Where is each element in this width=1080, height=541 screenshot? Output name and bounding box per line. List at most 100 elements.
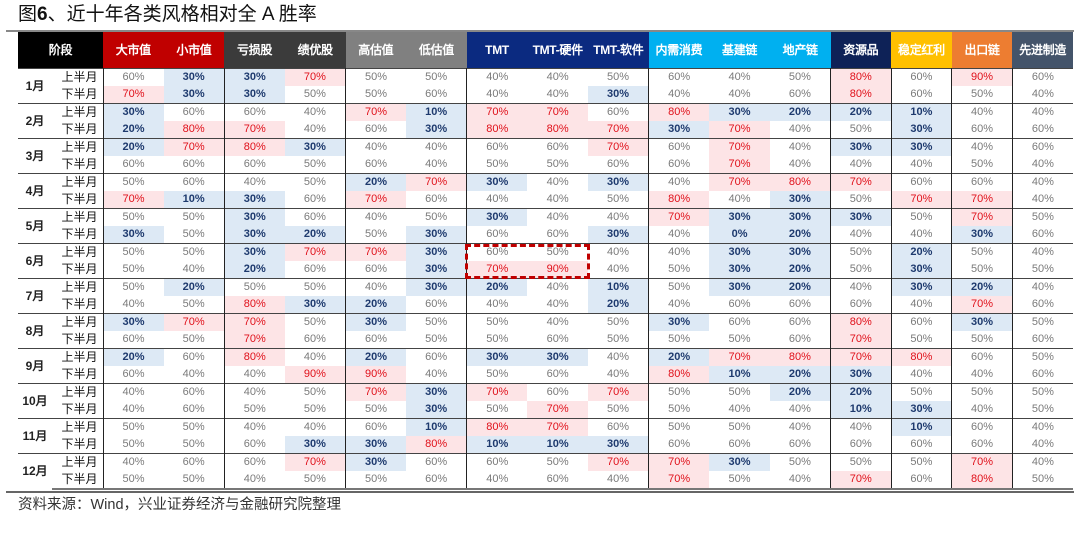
win-rate-cell: 20% [345,296,407,314]
win-rate-cell: 60% [1012,138,1073,156]
half-month-label: 下半月 [52,86,104,104]
win-rate-cell: 40% [830,418,892,436]
win-rate-cell: 80% [163,121,225,139]
win-rate-cell: 70% [709,138,770,156]
win-rate-cell: 70% [951,296,1013,314]
win-rate-cell: 40% [486,88,509,100]
win-rate-cell: 20% [648,348,710,366]
win-rate-cell: 20% [163,278,225,296]
source-note: 资料来源：Wind，兴业证券经济与金融研究院整理 [18,496,342,513]
win-rate-cell: 80% [769,348,831,366]
win-rate-cell: 40% [122,298,145,310]
win-rate-cell: 10% [891,103,953,121]
win-rate-cell: 40% [224,383,285,401]
table-row: 下半月 70% 30% 30% 50% 50% 60% 40% 40% 30% 40% 40% 60% 8… [18,86,1073,104]
half-month-label: 上半月 [52,313,104,331]
win-rate-cell: 60% [588,103,650,121]
win-rate-cell: 60% [163,348,225,366]
half-month-label: 上半月 [52,418,104,436]
half-month-label: 上半月 [52,278,104,296]
win-rate-cell: 50% [224,278,285,296]
win-rate-cell: 50% [648,383,710,401]
win-rate-cell: 20% [284,226,346,244]
win-rate-cell: 30% [224,191,285,209]
win-rate-cell: 20% [769,366,831,384]
half-month-label: 下半月 [52,156,104,174]
win-rate-cell: 70% [709,173,770,191]
win-rate-cell: 10% [527,436,588,454]
header-stage: 阶段 [18,32,103,69]
month-label: 12月 [18,453,52,489]
win-rate-cell: 70% [284,68,346,86]
win-rate-cell: 30% [406,278,468,296]
win-rate-cell: 80% [830,68,892,86]
win-rate-cell: 40% [588,471,650,490]
win-rate-cell: 40% [406,156,468,174]
half-month-label: 上半月 [52,68,104,86]
win-rate-cell: 40% [527,278,588,296]
win-rate-cell: 70% [527,103,588,121]
half-month-label: 下半月 [52,191,104,209]
win-rate-cell: 70% [224,121,285,139]
win-rate-table: 阶段 大市值 小市值 亏损股 绩优股 高估值 低估值 TMT TMT-硬件 TMT-软件 内需消费… [18,32,1073,490]
win-rate-cell: 60% [122,158,145,170]
win-rate-cell: 50% [122,438,145,450]
win-rate-cell: 60% [891,86,953,104]
win-rate-cell: 60% [243,158,266,170]
win-rate-cell: 40% [588,243,650,261]
win-rate-cell: 60% [891,471,953,490]
win-rate-cell: 50% [163,471,225,490]
win-rate-cell: 30% [466,208,528,226]
win-rate-cell: 30% [588,86,650,104]
win-rate-cell: 30% [830,138,892,156]
win-rate-cell: 40% [486,193,509,205]
win-rate-cell: 40% [224,471,285,490]
win-rate-cell: 70% [466,383,528,401]
win-rate-cell: 80% [406,436,468,454]
win-rate-cell: 60% [891,313,953,331]
win-rate-cell: 70% [891,191,953,209]
win-rate-cell: 60% [1031,228,1054,240]
half-month-label: 下半月 [52,366,104,384]
win-rate-cell: 30% [588,173,650,191]
bottom-divider [6,491,1074,493]
win-rate-cell: 10% [163,191,225,209]
win-rate-cell: 40% [546,88,569,100]
win-rate-cell: 20% [830,103,892,121]
win-rate-cell: 60% [1031,333,1054,345]
table-row: 3月 上半月 20% 70% 80% 30% 40% 40% 60% 60% 70% 60% 70% 40… [18,138,1073,174]
win-rate-cell: 70% [709,156,770,174]
win-rate-cell: 10% [891,418,953,436]
table-row: 下半月 40% 50% 80% 30% 20% 60% 40% 40% 20% 40% 60% 60% 6… [18,296,1073,314]
win-rate-cell: 70% [648,208,710,226]
win-rate-cell: 60% [466,453,528,471]
half-month-label: 下半月 [52,471,104,490]
win-rate-cell: 50% [668,263,691,275]
win-rate-cell: 50% [830,191,892,209]
win-rate-cell: 50% [951,331,1013,349]
win-rate-cell: 60% [588,418,650,436]
table-row: 下半月 60% 60% 60% 50% 60% 40% 50% 50% 60% 60% 70% 40% 4… [18,156,1073,174]
win-rate-cell: 60% [486,228,509,240]
win-rate-cell: 20% [224,261,285,279]
win-rate-cell: 40% [546,298,569,310]
win-rate-cell: 70% [224,331,285,349]
win-rate-cell: 30% [163,68,225,86]
win-rate-cell: 40% [668,228,691,240]
win-rate-cell: 60% [546,228,569,240]
half-month-label: 上半月 [52,173,104,191]
header-6: 低估值 [406,32,467,69]
win-rate-cell: 20% [345,173,407,191]
win-rate-cell: 40% [709,68,770,86]
win-rate-cell: 50% [486,368,509,380]
title-prefix: 图 [18,4,38,25]
win-rate-cell: 30% [648,313,710,331]
win-rate-cell: 70% [709,348,770,366]
win-rate-cell: 60% [163,453,225,471]
win-rate-cell: 70% [527,418,588,436]
win-rate-cell: 40% [486,298,509,310]
win-rate-cell: 70% [224,313,285,331]
win-rate-cell: 50% [830,121,892,139]
win-rate-cell: 70% [830,471,892,490]
header-2: 小市值 [163,32,225,69]
